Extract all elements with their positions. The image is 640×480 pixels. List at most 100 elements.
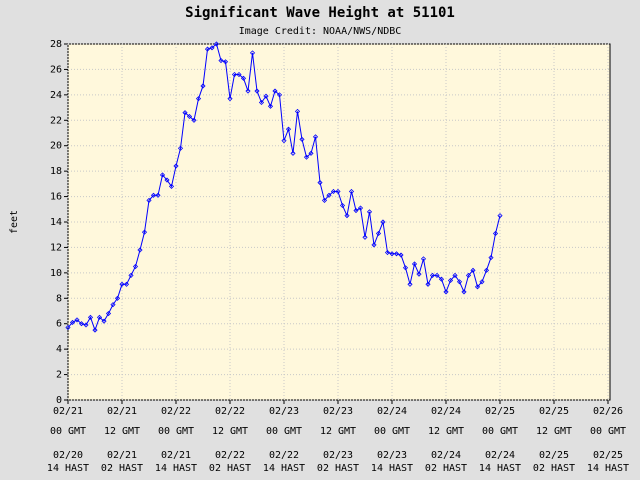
x-tick-time: 12 GMT — [428, 426, 464, 437]
x-tick-label: 02/22 — [215, 406, 245, 417]
data-point — [182, 110, 188, 116]
data-point — [483, 267, 490, 273]
data-point — [105, 310, 112, 317]
x-tick-hast-date: 02/22 — [215, 450, 245, 461]
x-tick-hast-time: 02 HAST — [317, 463, 359, 474]
x-tick-hast-date: 02/21 — [107, 450, 137, 461]
data-point — [362, 234, 368, 240]
data-point — [155, 192, 161, 198]
x-tick-label: 02/25 — [485, 406, 515, 417]
x-tick-label: 02/26 — [593, 406, 623, 417]
data-point — [294, 108, 301, 114]
data-point — [177, 145, 184, 151]
x-tick-time: 12 GMT — [536, 426, 572, 437]
x-tick-time: 00 GMT — [50, 426, 86, 437]
data-point — [416, 271, 422, 277]
x-tick-time: 12 GMT — [212, 426, 248, 437]
data-point — [407, 281, 413, 287]
data-point — [240, 75, 247, 81]
data-point — [69, 319, 76, 326]
data-point — [254, 88, 260, 94]
data-point — [380, 219, 386, 225]
data-point — [150, 192, 157, 198]
data-point — [245, 88, 251, 94]
x-tick-label: 02/23 — [269, 406, 299, 417]
data-point — [96, 314, 103, 320]
data-point — [447, 277, 454, 284]
y-tick-label: 22 — [50, 115, 62, 126]
data-point — [308, 150, 314, 156]
data-point — [443, 289, 449, 295]
data-point — [398, 252, 404, 258]
y-tick-label: 26 — [50, 64, 62, 75]
data-point — [402, 265, 409, 271]
data-point — [312, 134, 319, 140]
x-tick-hast-time: 14 HAST — [479, 463, 521, 474]
data-point — [465, 272, 472, 278]
data-point — [87, 314, 94, 320]
data-point — [497, 213, 503, 219]
data-point — [236, 71, 242, 78]
data-point — [452, 272, 458, 278]
data-point — [384, 249, 391, 256]
chart-subtitle: Image Credit: NOAA/NWS/NDBC — [239, 26, 402, 37]
y-tick-label: 20 — [50, 141, 62, 152]
data-point — [317, 180, 323, 186]
data-point — [330, 188, 337, 195]
data-point — [83, 322, 89, 328]
x-tick-time: 00 GMT — [158, 426, 194, 437]
x-tick-time: 00 GMT — [590, 426, 626, 437]
data-point — [276, 92, 283, 98]
y-tick-label: 10 — [50, 268, 62, 279]
data-point — [285, 126, 292, 132]
x-tick-label: 02/21 — [107, 406, 137, 417]
data-point — [474, 284, 481, 290]
x-tick-hast-time: 02 HAST — [101, 463, 143, 474]
x-tick-hast-time: 14 HAST — [263, 463, 305, 474]
x-tick-hast-time: 14 HAST — [587, 463, 629, 474]
data-point — [137, 247, 143, 253]
y-tick-label: 0 — [56, 395, 62, 406]
data-point — [335, 188, 341, 195]
data-point — [222, 59, 229, 65]
data-point — [344, 213, 350, 219]
data-point — [429, 272, 436, 278]
data-line — [67, 43, 501, 332]
data-point — [227, 96, 233, 102]
y-tick-label: 24 — [50, 90, 62, 101]
data-point — [326, 192, 332, 198]
data-point — [348, 188, 355, 195]
x-tick-time: 12 GMT — [320, 426, 356, 437]
x-tick-hast-time: 14 HAST — [371, 463, 413, 474]
data-point — [290, 150, 296, 156]
x-tick-hast-date: 02/25 — [539, 450, 569, 461]
x-tick-label: 02/22 — [161, 406, 191, 417]
x-tick-hast-time: 02 HAST — [425, 463, 467, 474]
data-point — [456, 279, 463, 285]
data-point — [159, 172, 166, 178]
data-point — [281, 138, 287, 144]
data-point — [375, 230, 382, 237]
x-tick-hast-date: 02/23 — [323, 450, 353, 461]
x-tick-time: 00 GMT — [266, 426, 302, 437]
x-tick-time: 12 GMT — [104, 426, 140, 437]
data-point — [438, 276, 445, 282]
data-point — [393, 251, 400, 257]
data-point — [470, 267, 476, 273]
data-point — [65, 324, 71, 331]
data-point — [357, 205, 364, 211]
data-point — [479, 279, 485, 285]
data-point — [168, 183, 175, 189]
x-tick-hast-date: 02/25 — [593, 450, 623, 461]
y-tick-label: 2 — [56, 370, 62, 381]
y-tick-label: 4 — [56, 344, 62, 355]
data-point — [299, 136, 305, 142]
x-tick-hast-date: 02/24 — [431, 450, 461, 461]
data-point — [92, 327, 98, 333]
data-point — [78, 321, 85, 327]
data-point — [321, 197, 328, 203]
data-point — [204, 46, 211, 52]
data-point — [272, 88, 278, 94]
data-point — [123, 281, 130, 287]
